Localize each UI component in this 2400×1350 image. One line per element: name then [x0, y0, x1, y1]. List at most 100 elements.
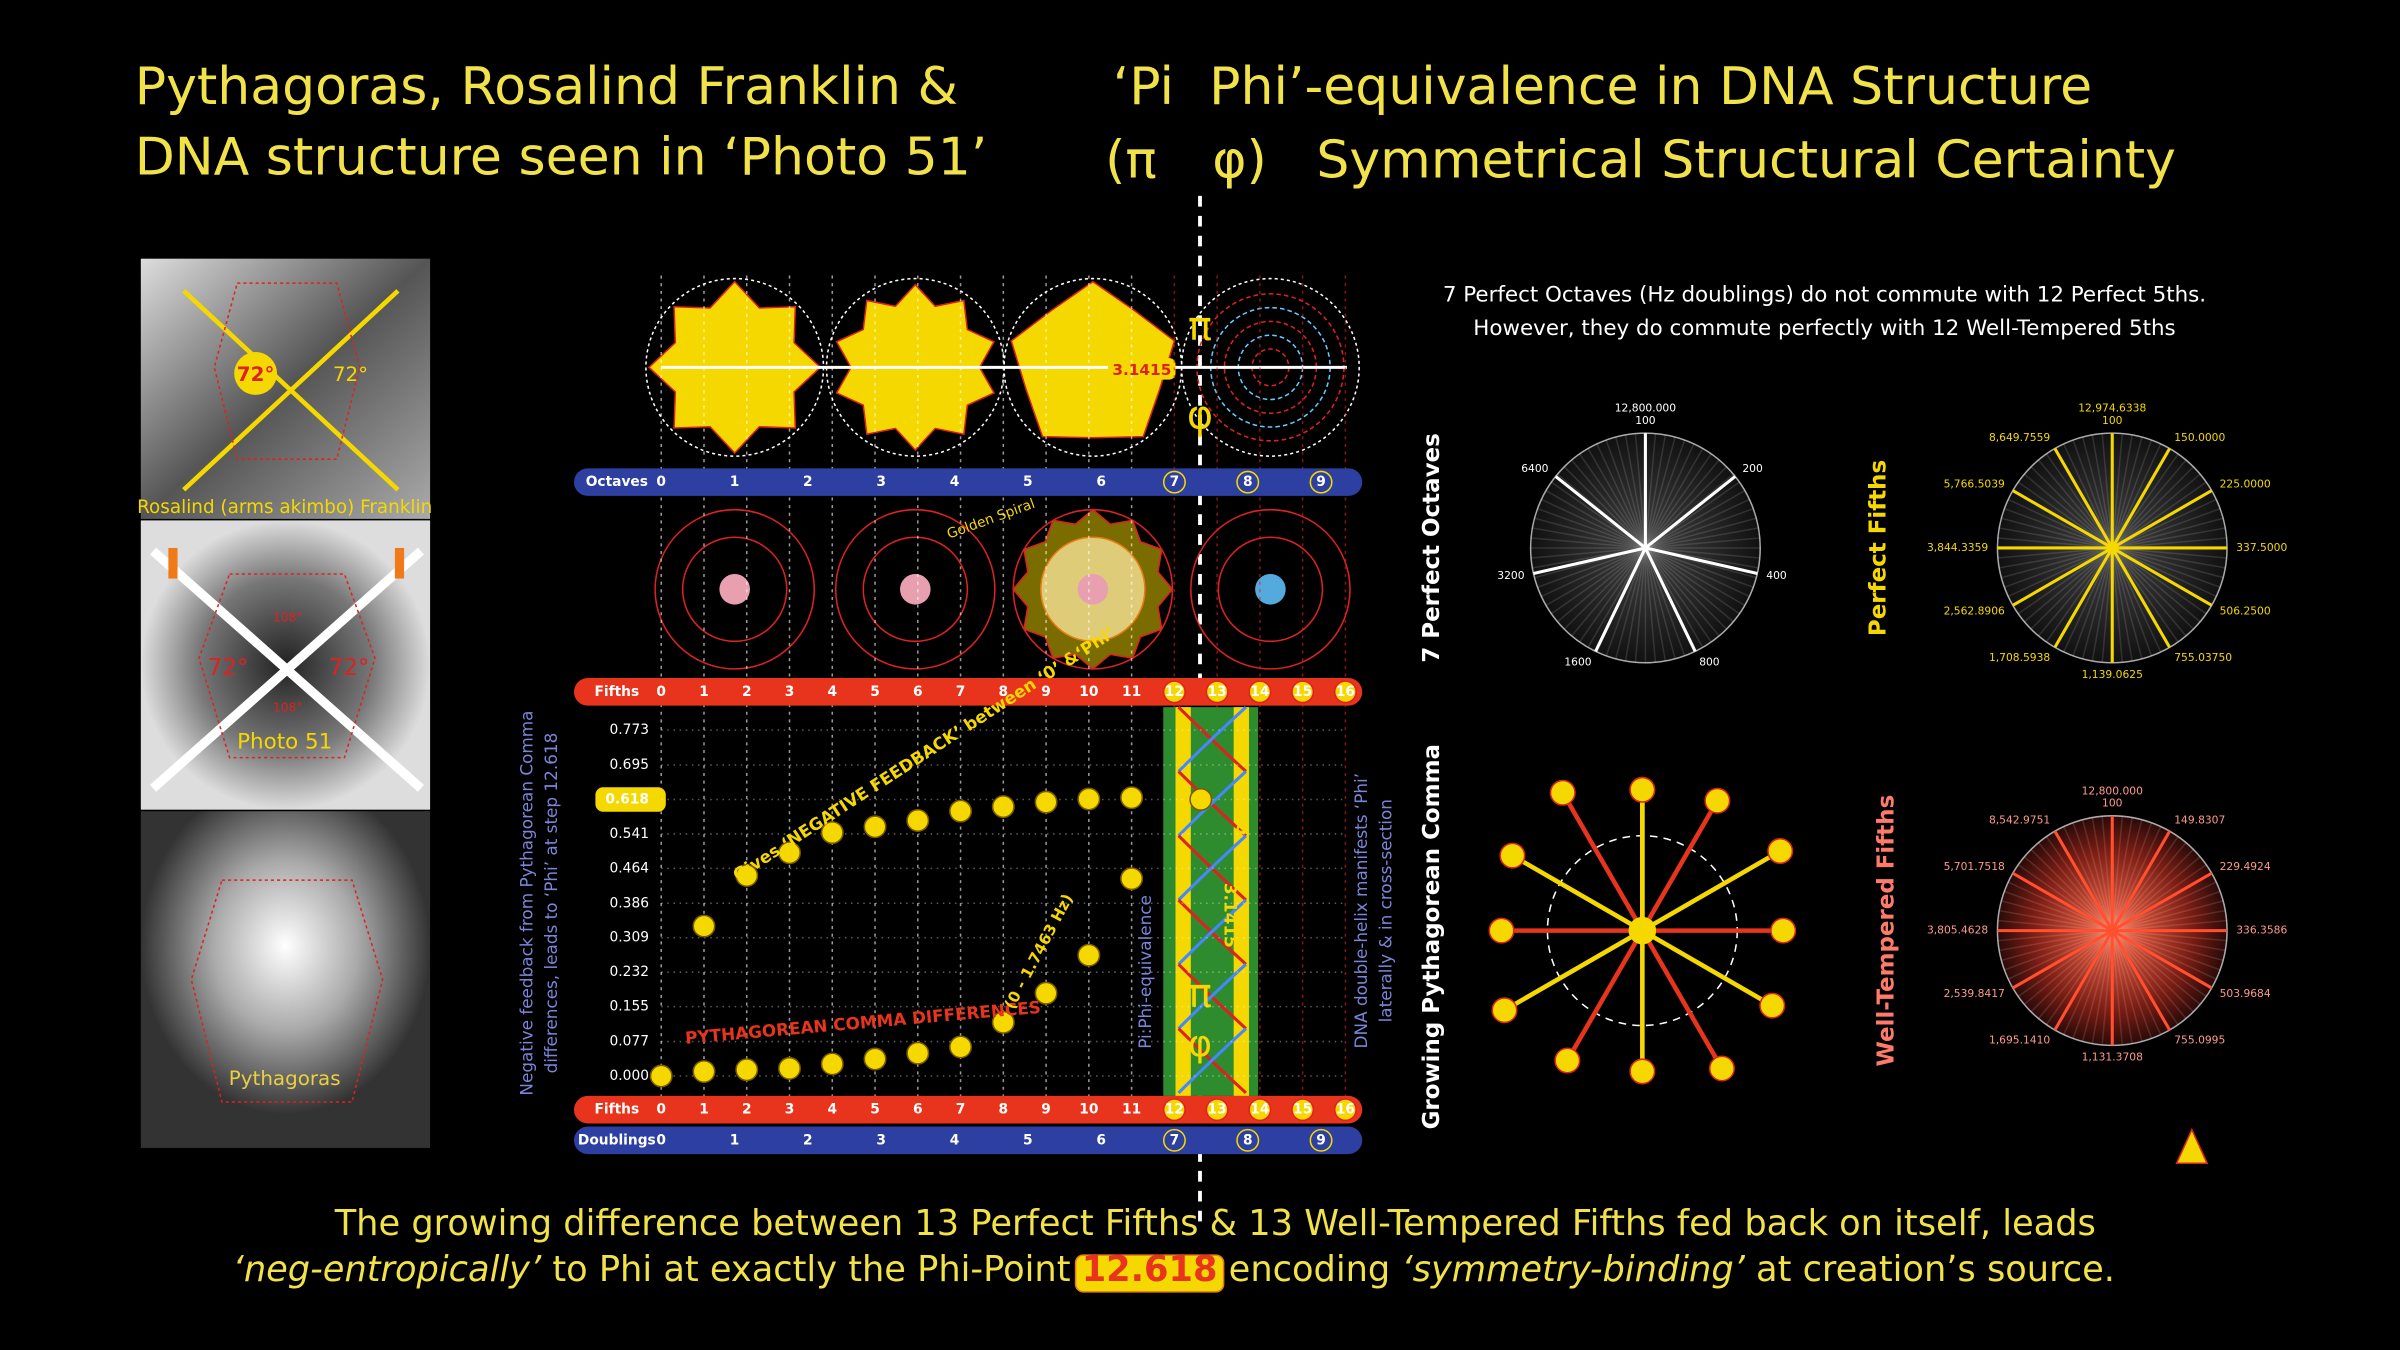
y-tick-label: 0.464: [610, 860, 649, 876]
wheel-rule: [2045, 453, 2113, 549]
data-point: [692, 1060, 716, 1084]
doublings-strip: [573, 1126, 1363, 1155]
wheel-rule: [2063, 826, 2113, 931]
wheel-rule: [1645, 527, 1759, 549]
photo-caption: Pythagoras: [229, 1067, 341, 1090]
helix-strip: [1175, 707, 1191, 1096]
wheel-rule: [1578, 547, 1647, 643]
wheel-rule: [2111, 930, 2179, 1026]
wheel-rule: [2112, 919, 2227, 932]
phi-symbol: φ: [1188, 1022, 1212, 1065]
wheel-rule: [1644, 459, 1720, 549]
strip-tick: 1: [730, 1132, 740, 1148]
wheel-rule: [1645, 517, 1757, 549]
wheel-rule: [1563, 547, 1646, 630]
wheel-spoke: [2012, 546, 2114, 607]
wheel-rule: [2101, 930, 2114, 1046]
wheel-rule: [2111, 443, 2162, 549]
wheel-rule: [2081, 930, 2113, 1042]
wheel-title: Perfect Fifths: [1866, 460, 1892, 636]
data-point: [863, 1047, 887, 1071]
strip-tick: 1: [699, 1102, 709, 1118]
wheel-spoke: [2012, 489, 2114, 550]
wheel-rule: [2111, 929, 2207, 998]
wheel-rule: [2101, 433, 2114, 549]
wheel-rule: [1644, 547, 1712, 643]
diagram-circle: [1217, 536, 1324, 643]
title-symbol: (π: [1105, 131, 1157, 191]
footer-part: encoding: [1217, 1249, 1401, 1290]
wheel-label: 336.3586: [2236, 924, 2287, 937]
strip-tick: 11: [1122, 684, 1141, 700]
strip-tick: 8: [999, 684, 1009, 700]
wheel-rule: [2037, 842, 2113, 932]
y-axis-label: Negative feedback from Pythagorean Comma: [517, 711, 537, 1096]
comma-spoke: [1641, 849, 1782, 933]
data-point: [1077, 943, 1101, 967]
marker: [168, 547, 178, 579]
title-symbol: φ): [1212, 131, 1267, 191]
wheel-rule: [2007, 547, 2113, 598]
strip-label: Octaves: [586, 474, 648, 490]
wheel-rule: [1644, 443, 1695, 549]
helix-strand: [1177, 834, 1247, 902]
wheel-rule: [2112, 547, 2226, 569]
phi-point-badge: [1074, 1254, 1225, 1293]
data-point: [906, 1041, 930, 1065]
wheel-rule: [2111, 929, 2221, 971]
wheel-rule: [2111, 836, 2179, 932]
footer-line: The growing difference between 13 Perfec…: [334, 1203, 2096, 1244]
tick-ring: [1309, 470, 1333, 494]
wheel-label: 229.4924: [2220, 860, 2271, 873]
wheel-rule: [2023, 473, 2113, 549]
side-label: Pi:Phi-equivalence: [1135, 895, 1155, 1049]
data-point: [778, 841, 801, 865]
tick-ring: [1162, 1128, 1186, 1152]
wheel-rule: [1645, 547, 1760, 559]
wheel-label: 506.2500: [2220, 604, 2271, 617]
y-tick-label: 0.773: [610, 722, 649, 738]
strip-tick: 4: [950, 1132, 960, 1148]
wheel-rule: [2112, 909, 2226, 932]
note-line: 7 Perfect Octaves (Hz doublings) do not …: [1443, 283, 2206, 308]
wheel-rule: [2101, 816, 2114, 931]
wheel-rule: [2111, 817, 2133, 931]
photo-panels: 72° 72° 72° 72° 108° 108° Rosalind (arms…: [137, 258, 432, 1148]
wheel-rule: [1644, 436, 1676, 549]
wheel-rule: [2112, 900, 2224, 932]
strip-tick: 0: [656, 1132, 666, 1148]
wheel-rule: [2001, 547, 2113, 579]
data-point: [1034, 981, 1058, 1005]
strip-tick: 16: [1336, 684, 1355, 700]
strip-tick: 12: [1165, 1102, 1184, 1118]
strip-tick: 14: [1250, 1102, 1269, 1118]
comma-dot: [1759, 992, 1786, 1019]
data-point: [820, 821, 844, 845]
strip-tick: 3: [785, 1102, 795, 1118]
data-point: [949, 799, 973, 823]
wheel-spoke: [2053, 547, 2114, 649]
wheel-rule: [2111, 930, 2153, 1039]
wheel-spoke: [2110, 547, 2171, 649]
wheel-title: 7 Perfect Octaves: [1419, 433, 1445, 662]
wheel-rule: [2111, 433, 2124, 549]
wheel-spoke: [1554, 475, 1647, 550]
wheel-spoke: [1533, 546, 1646, 575]
wheel-label: 1,708.5938: [1989, 651, 2050, 664]
data-point: [991, 795, 1015, 819]
tick-ring: [1205, 680, 1229, 704]
wheel-rule: [2004, 507, 2113, 549]
wheel-rule: [1644, 547, 1667, 662]
wheel-spoke: [2053, 929, 2114, 1031]
helix-label: 3.1415: [1220, 883, 1240, 948]
wheel-rule: [1644, 547, 1740, 615]
wheel-rule: [1999, 527, 2113, 549]
strip-tick: 4: [827, 684, 837, 700]
diagram-core: [1077, 573, 1109, 605]
strip-tick: 4: [950, 474, 960, 490]
data-point: [649, 1064, 673, 1088]
wheel-rule: [1537, 547, 1646, 588]
strip-label: Doublings: [578, 1132, 656, 1148]
wheel-rule: [2111, 547, 2207, 615]
wheel-label: 3200: [1497, 569, 1524, 582]
